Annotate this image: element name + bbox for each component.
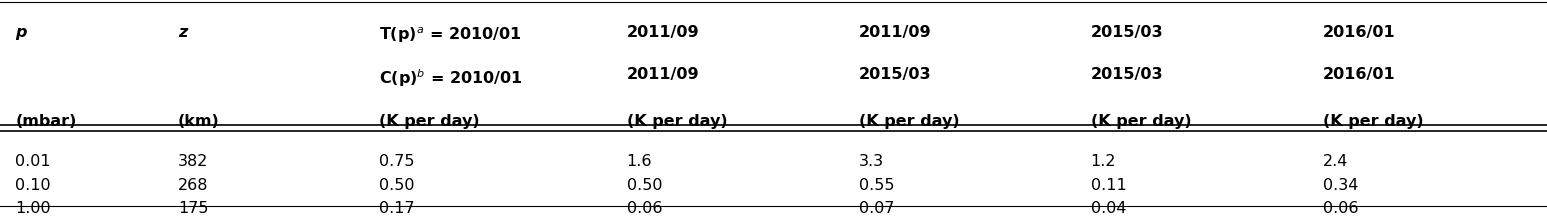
Text: (K per day): (K per day) — [859, 114, 959, 129]
Text: (mbar): (mbar) — [15, 114, 77, 129]
Text: T(p)$^{a}$ = 2010/01: T(p)$^{a}$ = 2010/01 — [379, 25, 521, 45]
Text: 1.6: 1.6 — [627, 154, 651, 169]
Text: (K per day): (K per day) — [627, 114, 727, 129]
Text: (K per day): (K per day) — [1323, 114, 1423, 129]
Text: 0.10: 0.10 — [15, 178, 51, 193]
Text: 0.04: 0.04 — [1091, 201, 1126, 216]
Text: C(p)$^{b}$ = 2010/01: C(p)$^{b}$ = 2010/01 — [379, 67, 523, 89]
Text: z: z — [178, 25, 187, 40]
Text: 2011/09: 2011/09 — [859, 25, 931, 40]
Text: 0.17: 0.17 — [379, 201, 415, 216]
Text: 1.2: 1.2 — [1091, 154, 1115, 169]
Text: 268: 268 — [178, 178, 209, 193]
Text: 0.50: 0.50 — [627, 178, 662, 193]
Text: 2015/03: 2015/03 — [1091, 67, 1163, 82]
Text: 2016/01: 2016/01 — [1323, 25, 1395, 40]
Text: 2.4: 2.4 — [1323, 154, 1347, 169]
Text: 0.55: 0.55 — [859, 178, 894, 193]
Text: 2011/09: 2011/09 — [627, 67, 699, 82]
Text: 2016/01: 2016/01 — [1323, 67, 1395, 82]
Text: 0.50: 0.50 — [379, 178, 415, 193]
Text: 0.01: 0.01 — [15, 154, 51, 169]
Text: 2011/09: 2011/09 — [627, 25, 699, 40]
Text: (K per day): (K per day) — [379, 114, 480, 129]
Text: 0.07: 0.07 — [859, 201, 894, 216]
Text: 0.11: 0.11 — [1091, 178, 1126, 193]
Text: p: p — [15, 25, 26, 40]
Text: 0.34: 0.34 — [1323, 178, 1358, 193]
Text: 0.06: 0.06 — [627, 201, 662, 216]
Text: 0.75: 0.75 — [379, 154, 415, 169]
Text: (K per day): (K per day) — [1091, 114, 1191, 129]
Text: 175: 175 — [178, 201, 209, 216]
Text: 3.3: 3.3 — [859, 154, 883, 169]
Text: 1.00: 1.00 — [15, 201, 51, 216]
Text: 2015/03: 2015/03 — [1091, 25, 1163, 40]
Text: 2015/03: 2015/03 — [859, 67, 931, 82]
Text: (km): (km) — [178, 114, 220, 129]
Text: 0.06: 0.06 — [1323, 201, 1358, 216]
Text: 382: 382 — [178, 154, 209, 169]
